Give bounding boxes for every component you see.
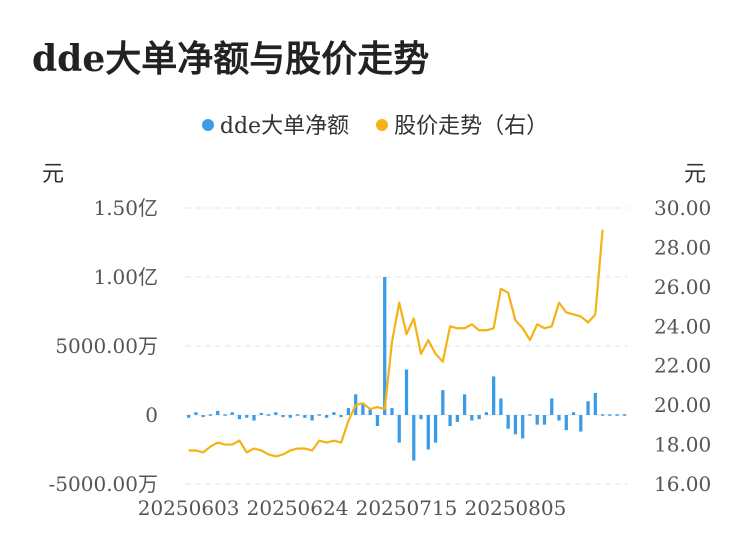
chart-title: dde大单净额与股价走势 (32, 38, 430, 80)
bar (295, 414, 300, 416)
bar (288, 415, 292, 418)
bar (223, 414, 227, 416)
left-axis-tick-label: 5000.00万 (55, 334, 158, 358)
bar (412, 415, 416, 461)
bar (571, 412, 576, 415)
bar (600, 414, 605, 416)
bar (186, 415, 191, 418)
bar (470, 415, 474, 421)
bar (448, 415, 452, 427)
price-line (188, 229, 604, 458)
x-axis-tick-label: 20250603 (138, 496, 240, 520)
left-axis-tick-label: 0 (145, 403, 158, 427)
x-axis-tick-label: 20250805 (465, 496, 567, 520)
left-axis-tick-label: 1.50亿 (93, 196, 158, 220)
bar (303, 415, 307, 418)
legend-item-dde[interactable]: dde大单净额 (201, 108, 350, 140)
bar (332, 412, 336, 415)
bar (521, 415, 525, 439)
bar (419, 415, 423, 420)
bar (274, 412, 278, 415)
bar (550, 398, 554, 415)
bar (433, 415, 438, 443)
bar (506, 415, 510, 429)
legend-dot-dde (201, 119, 214, 131)
bar (237, 415, 242, 420)
bar (499, 398, 503, 415)
bar (426, 415, 430, 450)
legend-item-price[interactable]: 股价走势（右） (376, 108, 548, 140)
left-axis-tick-label: -5000.00万 (49, 472, 158, 496)
bar (528, 414, 532, 416)
right-axis-tick-label: 24.00 (654, 314, 711, 338)
bar (441, 390, 445, 415)
bar (462, 394, 467, 415)
bar (579, 415, 583, 432)
bar (208, 414, 213, 416)
bar (324, 415, 329, 418)
bar (390, 408, 394, 415)
bar (513, 415, 518, 435)
bar (339, 415, 343, 418)
left-axis-unit: 元 (42, 162, 65, 187)
bar (455, 415, 459, 422)
bar (259, 412, 263, 415)
bar (615, 414, 619, 416)
bar (361, 403, 365, 415)
bar (484, 412, 489, 415)
x-axis-tick-label: 20250715 (356, 496, 458, 520)
legend-label-dde: dde大单净额 (219, 114, 350, 139)
right-axis-unit: 元 (684, 162, 707, 187)
right-axis-tick-label: 20.00 (654, 393, 711, 417)
right-axis-tick-label: 28.00 (654, 235, 711, 259)
bar (492, 376, 496, 415)
left-axis-tick-label: 1.00亿 (93, 265, 158, 289)
right-axis-tick-label: 26.00 (654, 275, 711, 299)
bar (194, 412, 198, 415)
legend-label-price: 股价走势（右） (394, 114, 549, 139)
bar (477, 415, 481, 420)
x-axis-tick-label: 20250624 (247, 496, 349, 520)
bar (281, 415, 285, 418)
bar (557, 415, 561, 421)
bar (542, 415, 547, 425)
legend-dot-price (376, 119, 389, 131)
bar (593, 392, 597, 415)
bar (252, 415, 256, 421)
bar (404, 369, 409, 415)
right-axis-tick-label: 18.00 (654, 433, 711, 457)
bar (383, 277, 387, 415)
legend: dde大单净额 股价走势（右） (0, 108, 750, 140)
bar (230, 412, 234, 415)
bar (622, 414, 627, 416)
bar (216, 410, 220, 415)
bar (201, 415, 205, 418)
bar (375, 415, 380, 427)
right-axis-tick-label: 30.00 (654, 196, 711, 220)
bar (245, 415, 249, 418)
bar (586, 401, 590, 415)
bar (310, 415, 314, 421)
bar (368, 408, 372, 415)
bar (564, 415, 568, 431)
right-axis-tick-label: 22.00 (654, 354, 711, 378)
bar (266, 414, 271, 416)
bar (397, 415, 401, 443)
bar (317, 414, 321, 416)
bar (535, 415, 539, 425)
bar (346, 408, 351, 415)
right-axis-tick-label: 16.00 (654, 472, 711, 496)
bar (608, 414, 612, 416)
